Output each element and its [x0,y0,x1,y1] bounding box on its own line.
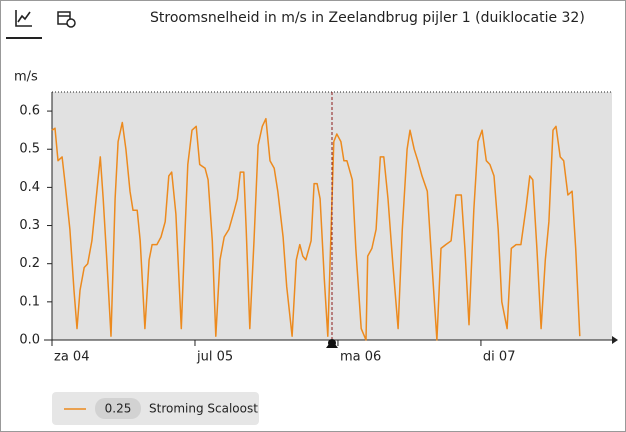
axes-icon [15,10,32,27]
x-tick-label: jul 05 [196,350,233,365]
chart-tab[interactable] [15,10,32,27]
legend-value-pill [95,398,141,419]
legend-label: Stroming Scaloost [149,402,258,416]
y-tick-label: 0.3 [19,218,40,233]
y-tick-label: 0.6 [19,104,40,119]
legend [52,392,259,425]
x-axis-arrow [612,336,618,344]
table-tab[interactable] [57,11,76,28]
y-tick-label: 0.2 [19,256,40,271]
x-tick-label: di 07 [483,350,516,365]
now-marker-top [328,339,336,347]
clock-icon [66,18,76,28]
legend-current-value: 0.25 [105,402,132,416]
line-icon [17,11,31,23]
x-tick-label: ma 06 [340,350,381,365]
x-tick-label: za 04 [54,350,89,365]
y-tick-label: 0.5 [19,142,40,157]
y-tick-label: 0.4 [19,180,40,195]
series-line [51,117,581,341]
table-icon [57,11,71,25]
y-tick-label: 0.0 [19,333,40,348]
y-axis-label: m/s [14,70,38,85]
chart-title: Stroomsnelheid in m/s in Zeelandbrug pij… [150,10,585,26]
y-tick-label: 0.1 [19,294,40,309]
